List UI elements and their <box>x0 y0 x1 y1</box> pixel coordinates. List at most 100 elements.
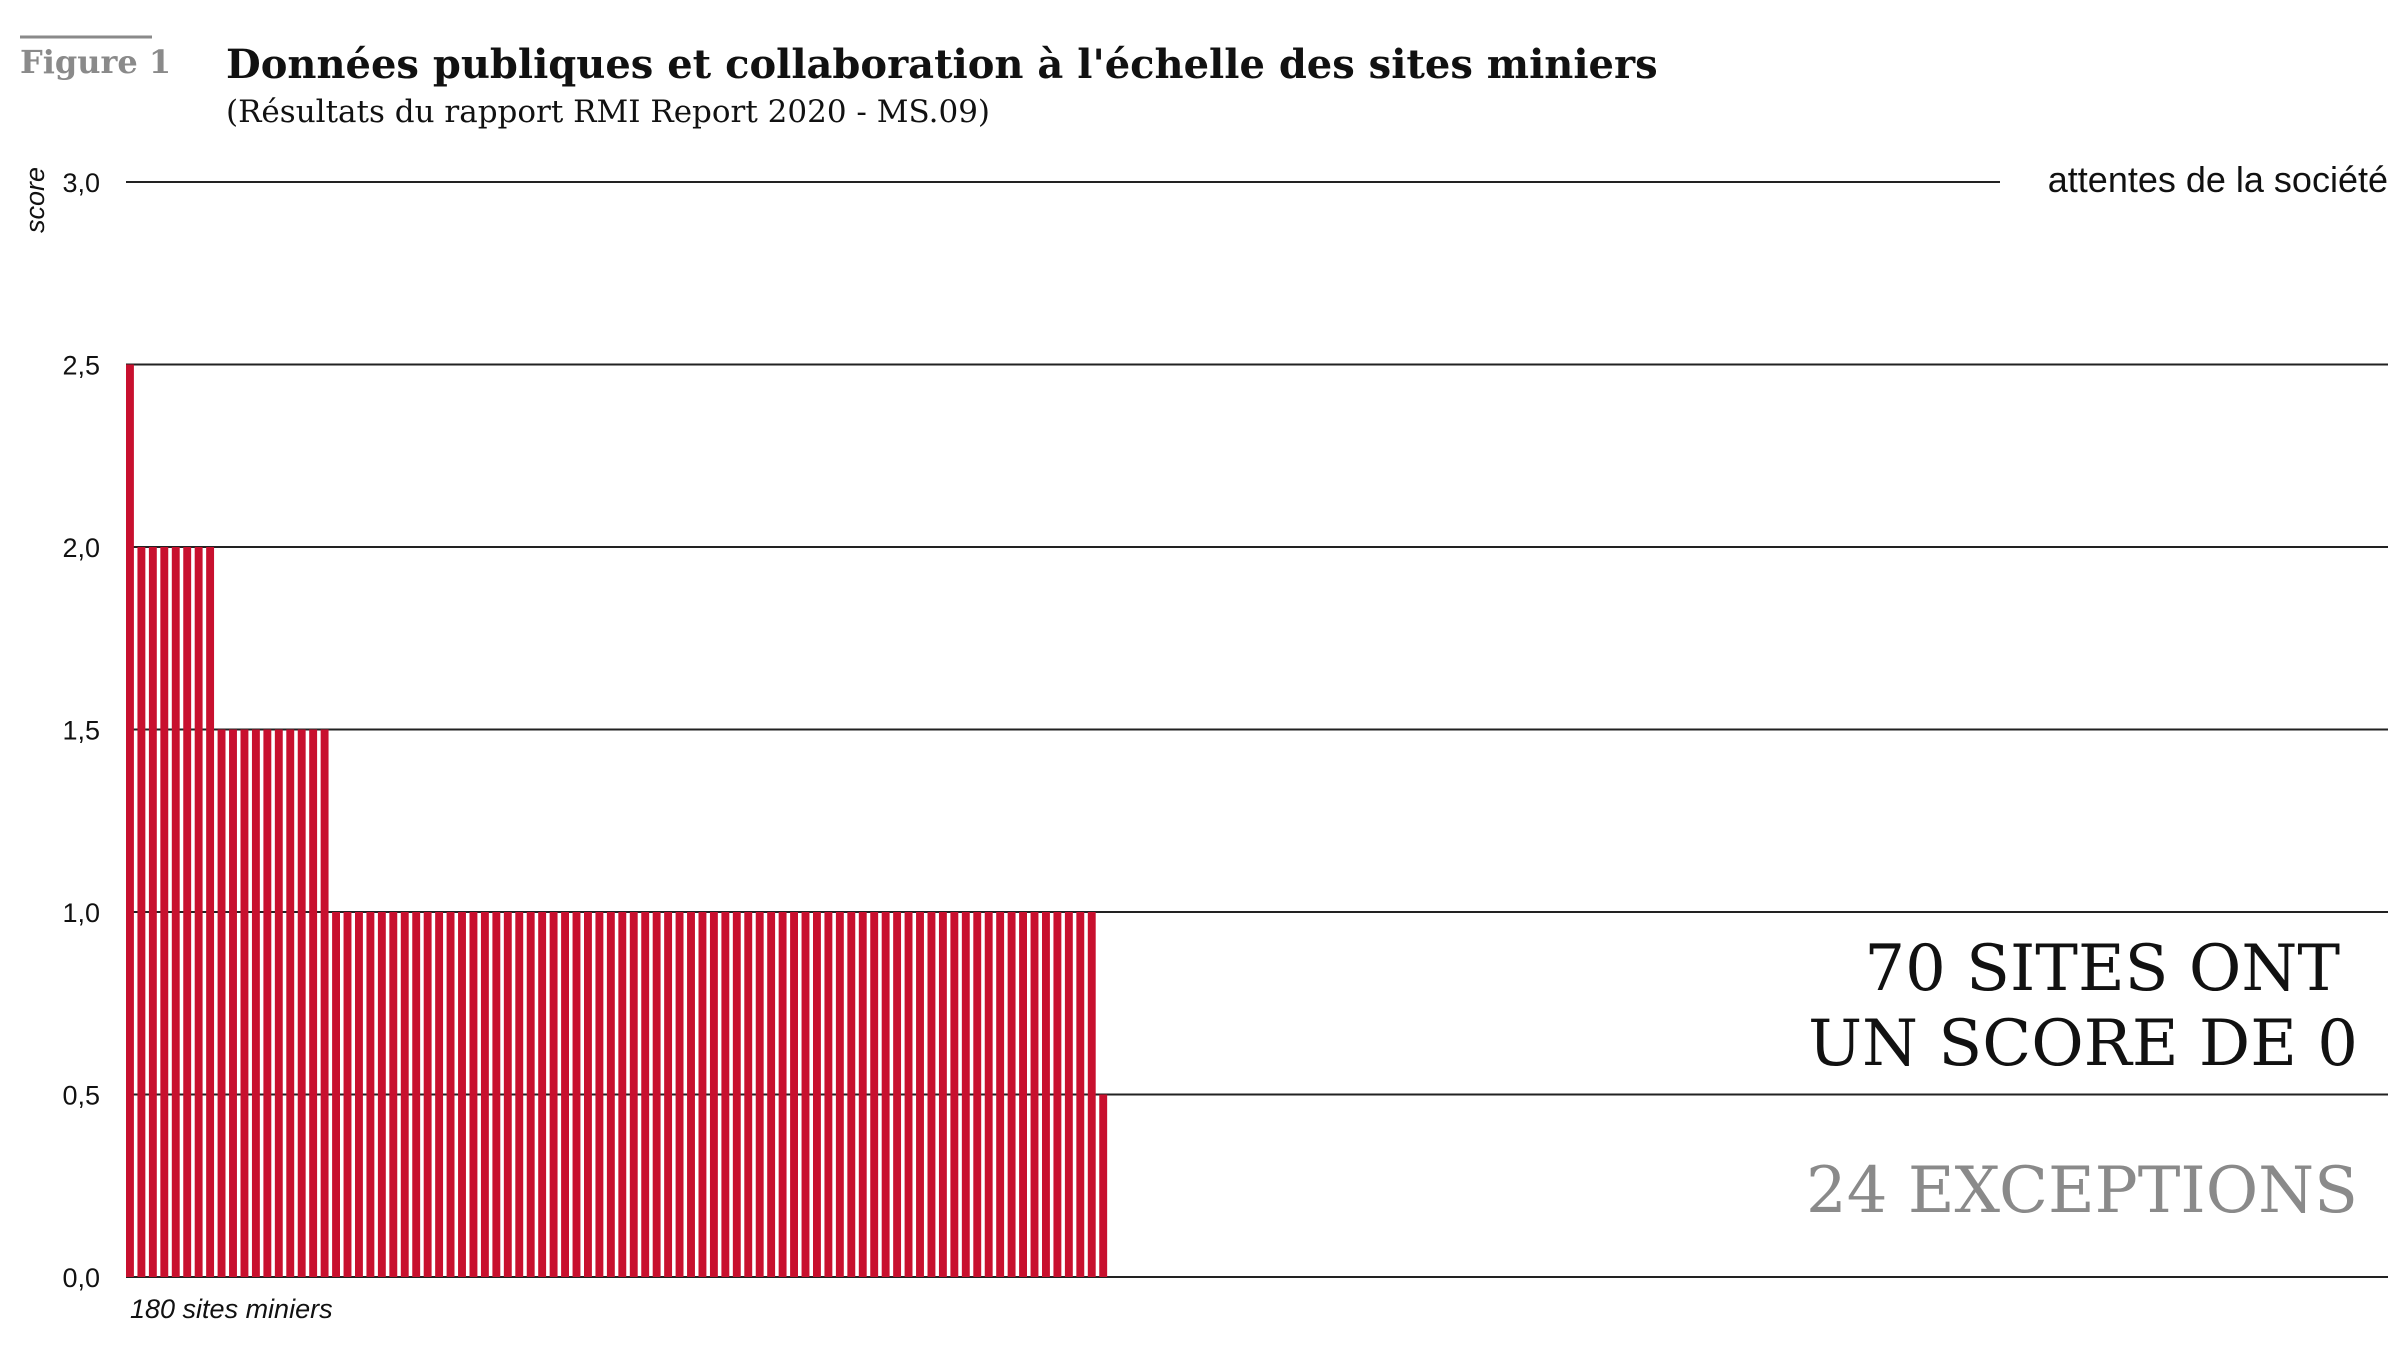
bar <box>366 912 375 1277</box>
bar <box>618 912 627 1277</box>
chart-title: Données publiques et collaboration à l'é… <box>226 41 1658 88</box>
bar <box>206 547 215 1277</box>
bar <box>698 912 707 1277</box>
bar <box>938 912 947 1277</box>
bar <box>297 729 306 1277</box>
bar <box>1030 912 1039 1277</box>
bar <box>137 547 146 1277</box>
bar <box>480 912 489 1277</box>
bar <box>824 912 833 1277</box>
y-tick-label: 0,0 <box>62 1263 100 1293</box>
y-tick-labels: 0,0 0,5 1,0 1,5 2,0 2,5 3,0 <box>62 168 100 1293</box>
bar <box>721 912 730 1277</box>
bar <box>171 547 180 1277</box>
figure-label: Figure 1 <box>20 43 171 81</box>
annotation-line-1: 70 SITES ONT <box>1864 932 2340 1006</box>
y-tick-label: 2,0 <box>62 533 100 563</box>
bar <box>687 912 695 1277</box>
bar <box>595 912 604 1277</box>
bar <box>1007 912 1016 1277</box>
bar <box>881 912 890 1277</box>
bar <box>446 912 455 1277</box>
bar <box>961 912 970 1277</box>
bar <box>973 912 982 1277</box>
x-axis-label: 180 sites miniers <box>130 1294 333 1324</box>
bar <box>549 912 558 1277</box>
bar <box>1099 1094 1108 1277</box>
bar <box>458 912 466 1277</box>
bar <box>1019 912 1027 1277</box>
y-tick-label: 1,5 <box>62 716 100 746</box>
bar <box>526 912 535 1277</box>
bar <box>984 912 993 1277</box>
bar <box>675 912 684 1277</box>
bar <box>755 912 764 1277</box>
bar <box>835 912 844 1277</box>
chart-subtitle: (Résultats du rapport RMI Report 2020 - … <box>226 94 990 130</box>
bar <box>274 729 283 1277</box>
bar <box>160 547 169 1277</box>
bar <box>183 547 192 1277</box>
bar <box>916 912 924 1277</box>
bar <box>343 912 352 1277</box>
bar <box>515 912 524 1277</box>
annotation-exceptions: 24 EXCEPTIONS <box>1806 1154 2358 1228</box>
y-tick-label: 2,5 <box>62 351 100 381</box>
bar <box>389 912 398 1277</box>
y-tick-label: 3,0 <box>62 168 100 198</box>
bar <box>423 912 432 1277</box>
bar <box>332 912 340 1277</box>
bar <box>435 912 444 1277</box>
bar <box>561 912 569 1277</box>
bar <box>503 912 512 1277</box>
bar <box>148 547 157 1277</box>
bar <box>629 912 638 1277</box>
bar <box>538 912 547 1277</box>
bar <box>801 912 810 1277</box>
bar <box>572 912 581 1277</box>
bar <box>469 912 478 1277</box>
bar <box>996 912 1005 1277</box>
bar <box>286 729 295 1277</box>
bar <box>858 912 867 1277</box>
annotation-line-2: UN SCORE DE 0 <box>1808 1007 2358 1081</box>
y-tick-label: 1,0 <box>62 898 100 928</box>
bar <box>744 912 753 1277</box>
bar <box>870 912 879 1277</box>
bar <box>950 912 959 1277</box>
y-axis-label: score <box>20 167 50 233</box>
bar <box>217 729 226 1277</box>
bar <box>492 912 501 1277</box>
bar <box>904 912 913 1277</box>
bar <box>355 912 363 1277</box>
bar <box>790 912 798 1277</box>
bar <box>263 729 272 1277</box>
bar <box>1042 912 1050 1277</box>
bar <box>400 912 409 1277</box>
reference-line-label: attentes de la société <box>2048 159 2388 200</box>
bar <box>778 912 787 1277</box>
y-tick-label: 0,5 <box>62 1081 100 1111</box>
bar <box>606 912 615 1277</box>
bar <box>641 912 650 1277</box>
bar <box>732 912 741 1277</box>
bar <box>251 729 260 1277</box>
bar <box>240 729 249 1277</box>
bar <box>194 547 203 1277</box>
bar <box>664 912 673 1277</box>
bar <box>709 912 718 1277</box>
bar <box>1076 912 1085 1277</box>
bar <box>847 912 856 1277</box>
bar <box>767 912 776 1277</box>
bar <box>320 729 329 1277</box>
bar <box>412 912 421 1277</box>
bar <box>584 912 592 1277</box>
bar <box>229 729 237 1277</box>
bar <box>1087 912 1096 1277</box>
bar <box>1053 912 1062 1277</box>
bar <box>652 912 661 1277</box>
bar <box>927 912 936 1277</box>
grid-lines <box>126 181 2388 1278</box>
bar <box>1064 912 1073 1277</box>
